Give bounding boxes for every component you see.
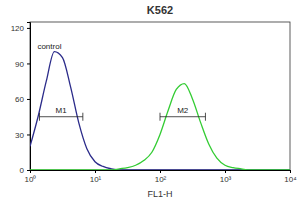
chart: 10⁰ 10¹ 10² 10³ 10⁴ 0 30 60 90 120 control M1 M2 K562… — [0, 0, 300, 200]
x-tick: 10⁰ — [25, 170, 37, 184]
y-tick-mark — [27, 63, 30, 64]
x-tick: 10¹ — [90, 170, 102, 184]
x-tick-mark — [225, 170, 226, 173]
x-tick-mark — [160, 170, 161, 173]
y-tick-mark — [27, 28, 30, 29]
x-axis-title: FL1-H — [147, 189, 172, 199]
x-tick: 10⁴ — [284, 170, 297, 184]
x-tick-mark — [95, 170, 96, 173]
y-tick: 30 — [15, 131, 30, 140]
x-tick-label: 10² — [155, 175, 167, 184]
x-tick-label: 10⁴ — [284, 175, 297, 184]
x-tick-mark — [290, 170, 291, 173]
gate-cap — [39, 113, 40, 121]
gate-bar — [160, 116, 205, 117]
x-tick-label: 10⁰ — [25, 175, 37, 184]
gate-bar — [39, 116, 82, 117]
x-tick-label: 10¹ — [90, 175, 102, 184]
x-axis-line — [31, 171, 291, 174]
y-tick-mark — [27, 134, 30, 135]
y-tick: 90 — [15, 60, 30, 69]
y-tick: 120 — [11, 24, 30, 33]
y-tick-mark — [27, 99, 30, 100]
plot-frame — [30, 22, 290, 170]
x-axis: 10⁰ 10¹ 10² 10³ 10⁴ — [25, 170, 298, 184]
x-tick: 10³ — [220, 170, 232, 184]
y-tick-label: 120 — [11, 24, 25, 33]
y-tick-label: 60 — [15, 95, 24, 104]
y-tick: 0 — [20, 166, 30, 175]
gate-cap — [160, 113, 161, 121]
y-tick-label: 0 — [20, 166, 25, 175]
title: K562 — [147, 4, 173, 16]
y-axis-line — [27, 23, 31, 171]
y-axis: 0 30 60 90 120 — [11, 23, 31, 176]
y-tick: 60 — [15, 95, 30, 104]
series-group — [30, 52, 290, 170]
histogram-line — [30, 84, 290, 170]
x-tick: 10² — [155, 170, 167, 184]
y-tick-label: 30 — [15, 131, 24, 140]
gate-cap — [82, 113, 83, 121]
gate-cap — [205, 113, 206, 121]
gate-label: M1 — [56, 106, 68, 115]
y-tick-label: 90 — [15, 60, 24, 69]
y-tick-mark — [27, 170, 30, 171]
annotation: control — [37, 42, 61, 51]
annotations: control M1 M2 — [37, 42, 205, 120]
x-tick-label: 10³ — [220, 175, 232, 184]
plot: 10⁰ 10¹ 10² 10³ 10⁴ 0 30 60 90 120 control M1 M2 — [11, 22, 298, 184]
gate-label: M2 — [177, 106, 189, 115]
histogram-line — [30, 52, 290, 170]
